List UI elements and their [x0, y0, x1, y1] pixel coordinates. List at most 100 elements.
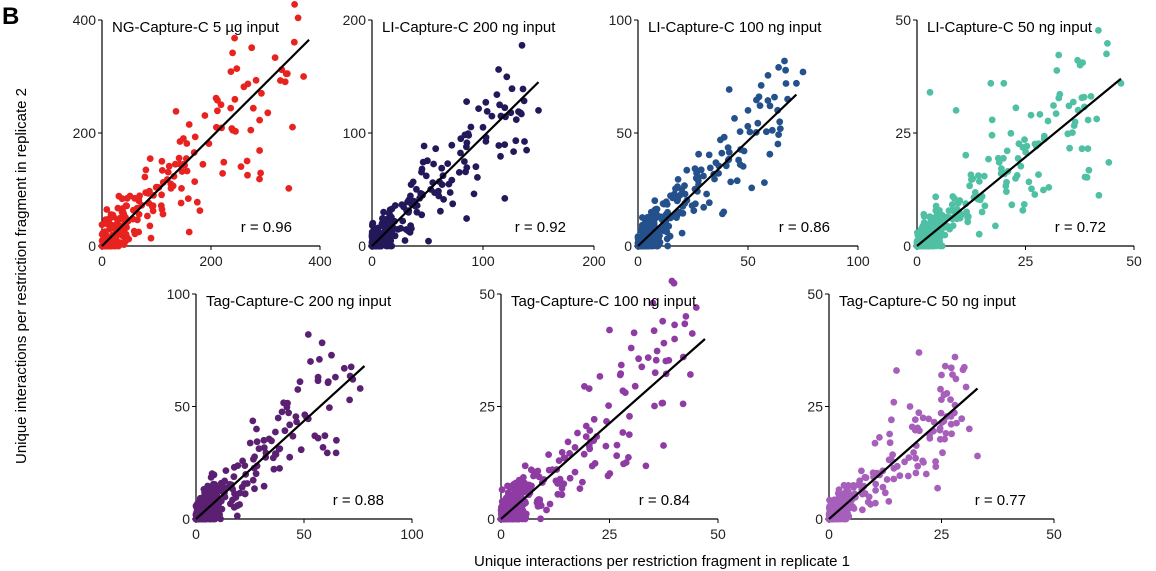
data-point: [232, 493, 240, 501]
data-point: [744, 107, 752, 114]
data-point: [272, 428, 279, 436]
data-point: [537, 502, 545, 509]
data-point: [496, 101, 503, 109]
data-point: [248, 44, 256, 52]
data-point: [482, 138, 490, 145]
y-tick-label: 0: [182, 511, 190, 527]
data-point: [771, 93, 778, 101]
data-point: [651, 233, 659, 241]
data-point: [718, 149, 726, 157]
data-point: [142, 166, 150, 174]
data-point: [671, 335, 678, 343]
data-point: [264, 109, 272, 117]
data-point: [1027, 111, 1035, 119]
data-point: [683, 166, 691, 174]
data-point: [227, 68, 235, 75]
data-point: [455, 169, 463, 176]
data-point: [229, 49, 237, 57]
data-point: [530, 472, 537, 480]
data-point: [465, 132, 473, 139]
data-point: [1065, 102, 1073, 110]
y-tick-label: 25: [479, 399, 495, 415]
data-point: [746, 128, 754, 136]
x-tick-label: 25: [602, 526, 618, 542]
data-point: [971, 189, 979, 196]
correlation-label: r = 0.96: [241, 219, 292, 236]
data-point: [571, 468, 579, 476]
data-point: [233, 65, 241, 72]
x-tick-label: 50: [710, 526, 726, 542]
data-point: [879, 483, 887, 491]
data-point: [1028, 185, 1035, 193]
data-point: [98, 231, 106, 238]
data-point: [682, 313, 690, 320]
data-point: [239, 457, 247, 465]
data-point: [1035, 171, 1042, 179]
data-point: [332, 449, 340, 457]
data-point: [521, 485, 529, 493]
data-point: [625, 454, 632, 461]
data-point: [896, 472, 904, 480]
panel-title: LI-Capture-C 200 ng input: [382, 19, 556, 36]
x-tick-label: 200: [582, 253, 606, 269]
data-point: [956, 197, 964, 204]
data-point: [910, 449, 917, 456]
data-point: [340, 364, 348, 372]
data-point: [768, 126, 776, 134]
data-point: [936, 424, 944, 432]
data-point: [347, 363, 355, 371]
data-point: [700, 203, 708, 211]
data-point: [157, 202, 165, 210]
data-point: [1105, 159, 1113, 166]
data-point: [521, 462, 529, 470]
x-tick-label: 50: [740, 253, 756, 269]
data-point: [144, 212, 151, 220]
data-point: [613, 452, 621, 460]
data-point: [1087, 93, 1095, 100]
data-point: [115, 216, 123, 224]
data-point: [839, 513, 847, 520]
data-point: [158, 157, 166, 165]
data-point: [328, 351, 335, 359]
data-point: [674, 196, 682, 204]
data-point: [590, 415, 598, 423]
data-point: [260, 436, 268, 444]
data-point: [126, 192, 134, 200]
data-point: [289, 123, 296, 131]
data-point: [346, 396, 353, 404]
data-point: [988, 116, 996, 124]
data-point: [727, 178, 735, 186]
data-point: [978, 208, 986, 216]
data-point: [881, 489, 889, 497]
y-tick-label: 50: [616, 125, 632, 141]
data-point: [638, 221, 646, 229]
data-point: [938, 242, 946, 250]
data-point: [832, 515, 840, 522]
data-point: [1095, 191, 1103, 199]
data-point: [799, 68, 807, 76]
data-point: [922, 470, 930, 478]
data-point: [467, 123, 475, 131]
x-tick-label: 25: [934, 526, 950, 542]
data-point: [695, 150, 702, 158]
data-point: [660, 339, 668, 347]
data-point: [886, 439, 894, 447]
data-point: [671, 321, 678, 329]
data-point: [667, 192, 674, 200]
data-point: [422, 172, 430, 180]
y-tick-label: 0: [815, 511, 823, 527]
data-point: [274, 414, 282, 422]
data-point: [932, 235, 939, 243]
data-point: [461, 158, 468, 165]
data-point: [1103, 50, 1110, 58]
data-point: [651, 197, 659, 205]
data-point: [793, 79, 800, 87]
data-point: [766, 102, 774, 110]
data-point: [876, 434, 883, 441]
data-point: [638, 363, 646, 371]
data-point: [925, 415, 933, 423]
data-point: [432, 145, 440, 153]
data-point: [646, 215, 653, 223]
data-point: [444, 160, 452, 168]
